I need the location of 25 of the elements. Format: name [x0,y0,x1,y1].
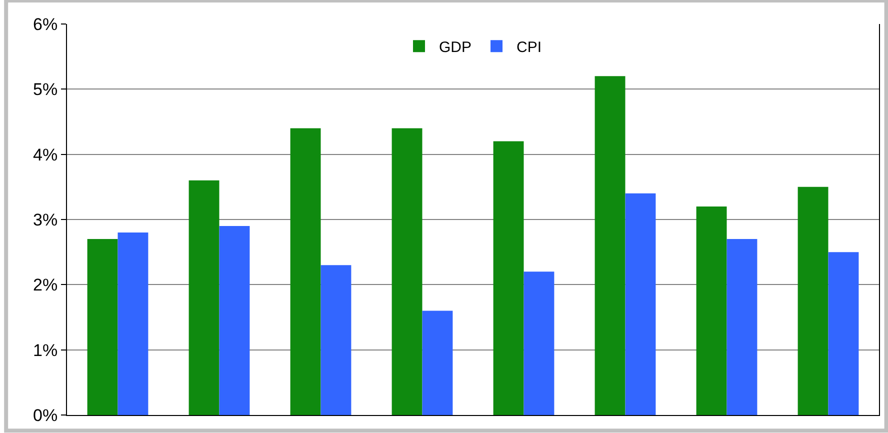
bar [87,239,118,415]
bar [726,239,758,415]
bar [524,272,554,415]
bar [493,141,524,415]
bar [392,128,422,415]
y-tick-label: 3% [33,210,58,230]
bar [828,252,859,415]
bar [422,310,453,415]
bar [188,180,220,415]
bar [696,206,727,415]
legend-label: GDP [439,38,472,56]
bar [219,226,250,415]
y-tick-label: 5% [33,80,58,100]
y-tick-label: 6% [33,14,58,34]
bar [118,232,148,415]
bar [290,128,321,415]
y-tick-label: 2% [33,276,58,295]
bar [798,186,828,415]
bar [594,76,626,415]
legend-label: CPI [516,38,542,56]
bar [320,265,352,415]
y-tick-label: 1% [33,340,58,360]
y-tick-label: 4% [33,145,58,164]
bar [625,193,656,415]
y-tick-label: 0% [33,406,58,425]
